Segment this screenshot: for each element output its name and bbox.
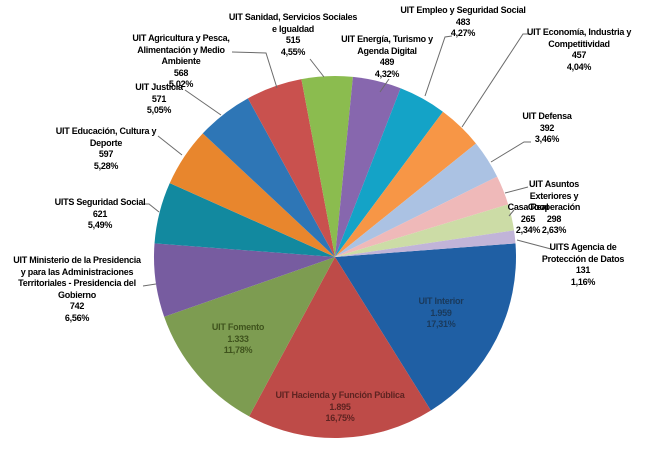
pie-slice-interior[interactable] (335, 243, 516, 411)
leader-line-defensa (490, 141, 531, 163)
pie-slice-agricultura-pesca[interactable] (247, 79, 335, 257)
leader-line-uits-agencia-proteccion-datos (516, 239, 552, 250)
pie-slice-energia-turismo-agenda-digital[interactable] (335, 76, 401, 257)
pie-slice-fomento[interactable] (164, 257, 335, 417)
pie-slice-empleo-seguridad-social[interactable] (335, 88, 443, 257)
pie-slice-educacion-cultura-deporte[interactable] (169, 133, 335, 257)
leader-line-justicia (184, 89, 222, 116)
leader-line-sanidad-servicios-sociales (309, 58, 325, 78)
leader-line-energia-turismo-agenda-digital (379, 78, 390, 93)
pie-slice-asuntos-exteriores-cooperacion[interactable] (335, 176, 509, 257)
pie-slice-sanidad-servicios-sociales[interactable] (301, 75, 353, 258)
pie-slice-ministerio-presidencia[interactable] (153, 243, 335, 317)
pie-slice-economia-industria-competitividad[interactable] (335, 111, 476, 258)
leader-line-uits-seguridad-social (143, 203, 160, 213)
pie-slice-defensa[interactable] (335, 143, 498, 257)
pie-slice-hacienda-y-funcion-publica[interactable] (249, 257, 431, 438)
leader-line-asuntos-exteriores-cooperacion (504, 186, 529, 194)
pie-slice-casa-real[interactable] (335, 204, 515, 257)
pie-slice-uits-agencia-proteccion-datos[interactable] (335, 230, 516, 257)
pie-slice-justicia[interactable] (202, 98, 335, 257)
leader-line-empleo-seguridad-social (424, 35, 453, 97)
leader-line-educacion-cultura-deporte (157, 135, 183, 156)
leader-line-agricultura-pesca (231, 51, 278, 89)
leader-line-economia-industria-competitividad (461, 33, 530, 128)
leader-line-ministerio-presidencia (142, 283, 157, 287)
pie-slice-uits-seguridad-social[interactable] (154, 183, 335, 257)
leader-line-casa-real (508, 209, 515, 217)
